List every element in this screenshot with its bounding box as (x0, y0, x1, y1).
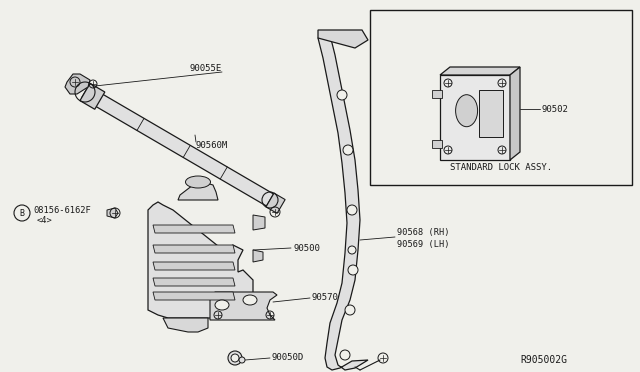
Polygon shape (178, 182, 218, 200)
Text: <4>: <4> (37, 215, 52, 224)
Polygon shape (318, 35, 368, 370)
Circle shape (239, 357, 245, 363)
Polygon shape (318, 30, 368, 48)
Ellipse shape (186, 176, 211, 188)
Bar (479, 90, 503, 137)
Polygon shape (153, 245, 235, 253)
Bar (432, 140, 442, 148)
Circle shape (228, 351, 242, 365)
Bar (432, 90, 442, 98)
Text: 90502: 90502 (542, 105, 569, 113)
Polygon shape (153, 278, 235, 286)
Circle shape (343, 145, 353, 155)
Polygon shape (266, 193, 285, 214)
Text: 90055E: 90055E (190, 64, 222, 73)
Polygon shape (440, 75, 510, 160)
Circle shape (347, 205, 357, 215)
Bar (370, 10, 632, 185)
Polygon shape (210, 292, 277, 320)
Circle shape (345, 305, 355, 315)
Polygon shape (440, 67, 520, 75)
Ellipse shape (215, 300, 229, 310)
Polygon shape (510, 67, 520, 160)
Polygon shape (153, 225, 235, 233)
Circle shape (348, 246, 356, 254)
Polygon shape (253, 250, 263, 262)
Text: R905002G: R905002G (520, 355, 567, 365)
Text: STANDARD LOCK ASSY.: STANDARD LOCK ASSY. (450, 163, 552, 171)
Polygon shape (107, 208, 118, 218)
Text: 90560M: 90560M (196, 141, 228, 150)
Text: 08156-6162F: 08156-6162F (33, 205, 91, 215)
Ellipse shape (456, 95, 477, 127)
Text: 90500: 90500 (293, 244, 320, 253)
Circle shape (337, 90, 347, 100)
Circle shape (231, 354, 239, 362)
Ellipse shape (243, 295, 257, 305)
Circle shape (348, 265, 358, 275)
Polygon shape (153, 292, 235, 300)
Polygon shape (253, 215, 265, 230)
Polygon shape (153, 262, 235, 270)
Text: 90569 (LH): 90569 (LH) (397, 240, 449, 248)
Circle shape (340, 350, 350, 360)
Polygon shape (65, 74, 90, 94)
Text: 90050D: 90050D (272, 353, 304, 362)
Polygon shape (163, 318, 208, 332)
Polygon shape (148, 202, 253, 318)
Polygon shape (80, 83, 105, 109)
Text: 90568 (RH): 90568 (RH) (397, 228, 449, 237)
Text: 90570: 90570 (312, 294, 339, 302)
Text: B: B (19, 208, 24, 218)
Polygon shape (81, 86, 273, 206)
